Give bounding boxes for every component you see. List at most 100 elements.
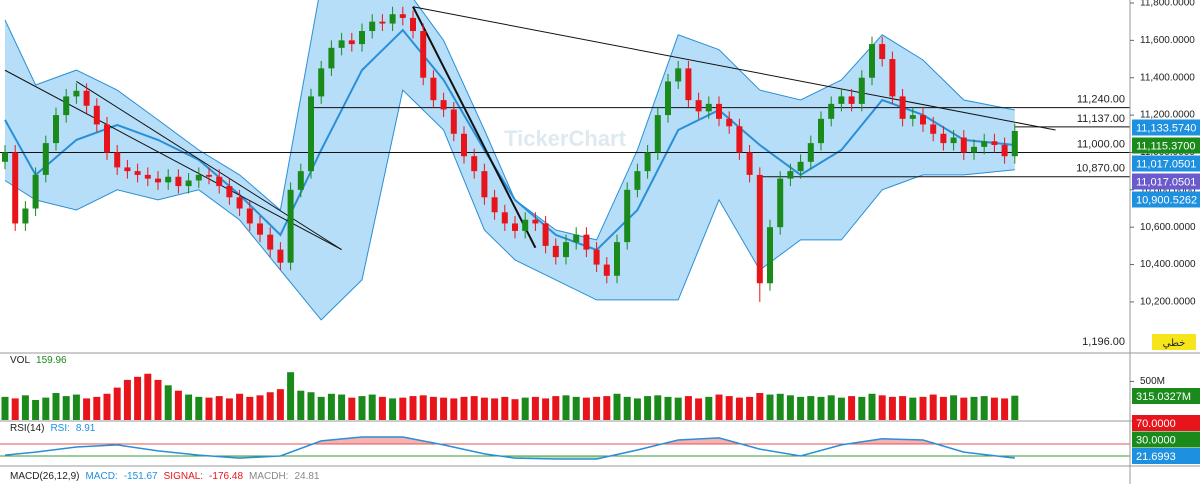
level-label: 11,240.00	[1077, 94, 1125, 106]
volume-bar	[52, 393, 60, 420]
volume-bar	[970, 396, 978, 420]
candle-body	[818, 118, 824, 144]
candle-body	[981, 141, 988, 147]
indicator-value: -176.48	[209, 471, 243, 482]
volume-bar	[858, 396, 866, 420]
candle-body	[807, 143, 814, 162]
volume-bar	[705, 396, 713, 420]
volume-bar	[572, 396, 580, 420]
volume-bar	[154, 379, 162, 420]
mode-button[interactable]	[1152, 334, 1196, 350]
volume-bar	[888, 396, 896, 420]
candle-body	[848, 96, 855, 104]
volume-bar	[297, 390, 305, 420]
indicator-label: SIGNAL:	[164, 471, 203, 482]
candle-body	[767, 227, 773, 284]
candle-body	[971, 146, 977, 153]
volume-bar	[185, 394, 193, 420]
mode-button-label: خطي	[1163, 338, 1186, 349]
volume-bar	[766, 394, 774, 420]
price-tag-label: 315.0327M	[1136, 391, 1191, 403]
candle-body	[73, 90, 80, 97]
level-label: 11,137.00	[1077, 113, 1125, 125]
volume-bar	[11, 398, 19, 420]
price-tag-label: 10,900.5262	[1136, 194, 1197, 206]
price-tag-label: 11,115.3700	[1136, 140, 1196, 152]
candle-body	[461, 133, 467, 157]
candle-body	[634, 171, 641, 190]
candle-body	[889, 59, 896, 97]
candle-body	[359, 31, 365, 45]
volume-bar	[786, 395, 794, 420]
price-tag	[1132, 119, 1200, 136]
volume-bar	[307, 392, 315, 420]
y-tick-label: 10,800.0000	[1140, 184, 1196, 195]
indicator-header: VOL 159.96	[10, 355, 67, 366]
volume-bar	[746, 396, 754, 420]
indicator-title: RSI(14)	[10, 423, 44, 434]
volume-bar	[735, 397, 743, 420]
volume-bar	[521, 397, 529, 420]
volume-bar	[848, 396, 856, 420]
candle-body	[144, 174, 151, 179]
candle-body	[614, 242, 620, 276]
candle-body	[155, 178, 161, 183]
volume-bar	[725, 396, 733, 420]
candle-body	[909, 115, 916, 119]
volume-bar	[205, 397, 213, 420]
volume-bar	[511, 399, 519, 420]
volume-bar	[440, 397, 448, 420]
candle-body	[940, 133, 947, 144]
volume-bar	[501, 396, 509, 420]
volume-bar	[776, 393, 784, 420]
candle-body	[93, 105, 100, 125]
volume-bar	[542, 398, 550, 420]
candle-body	[2, 152, 8, 162]
indicator-value: 159.96	[36, 355, 67, 366]
volume-bar	[338, 394, 346, 420]
candle-body	[512, 223, 518, 231]
candle-body	[950, 137, 957, 144]
candle-body	[297, 171, 304, 190]
volume-bar	[593, 396, 601, 420]
candle-body	[348, 40, 355, 45]
volume-bar	[327, 393, 335, 420]
y-tick-label: 11,800.0000	[1140, 0, 1195, 9]
candle-body	[399, 14, 406, 18]
volume-bar	[276, 389, 284, 420]
candle-body	[226, 186, 233, 198]
candle-body	[206, 174, 212, 177]
candle-body	[858, 77, 865, 104]
volume-bar	[827, 395, 835, 420]
volume-bar	[1, 396, 9, 420]
level-label: 11,000.00	[1077, 138, 1125, 150]
price-tag	[1132, 431, 1200, 448]
candle-body	[1011, 130, 1018, 157]
indicator-label: MACDH:	[249, 471, 288, 482]
candle-body	[869, 44, 875, 78]
volume-bar	[644, 396, 652, 420]
volume-bar	[123, 379, 131, 420]
volume-bar	[990, 397, 998, 420]
candle-body	[369, 21, 376, 32]
candle-body	[491, 197, 498, 213]
volume-bar	[674, 397, 682, 420]
volume-bar	[613, 393, 621, 420]
candle-body	[920, 115, 926, 125]
volume-bar	[215, 396, 223, 420]
indicator-title: VOL	[10, 355, 30, 366]
candle-body	[124, 167, 131, 172]
volume-bar	[83, 398, 91, 420]
volume-bar	[633, 398, 641, 420]
volume-bar	[42, 397, 50, 420]
volume-bar	[960, 397, 968, 420]
indicator-label: MACD:	[85, 471, 117, 482]
volume-bar	[287, 372, 295, 420]
candle-body	[583, 234, 590, 250]
volume-bar	[389, 398, 397, 420]
volume-bar	[480, 397, 488, 420]
trend-line	[412, 6, 1056, 131]
candle-body	[114, 152, 121, 168]
candle-body	[563, 242, 569, 258]
